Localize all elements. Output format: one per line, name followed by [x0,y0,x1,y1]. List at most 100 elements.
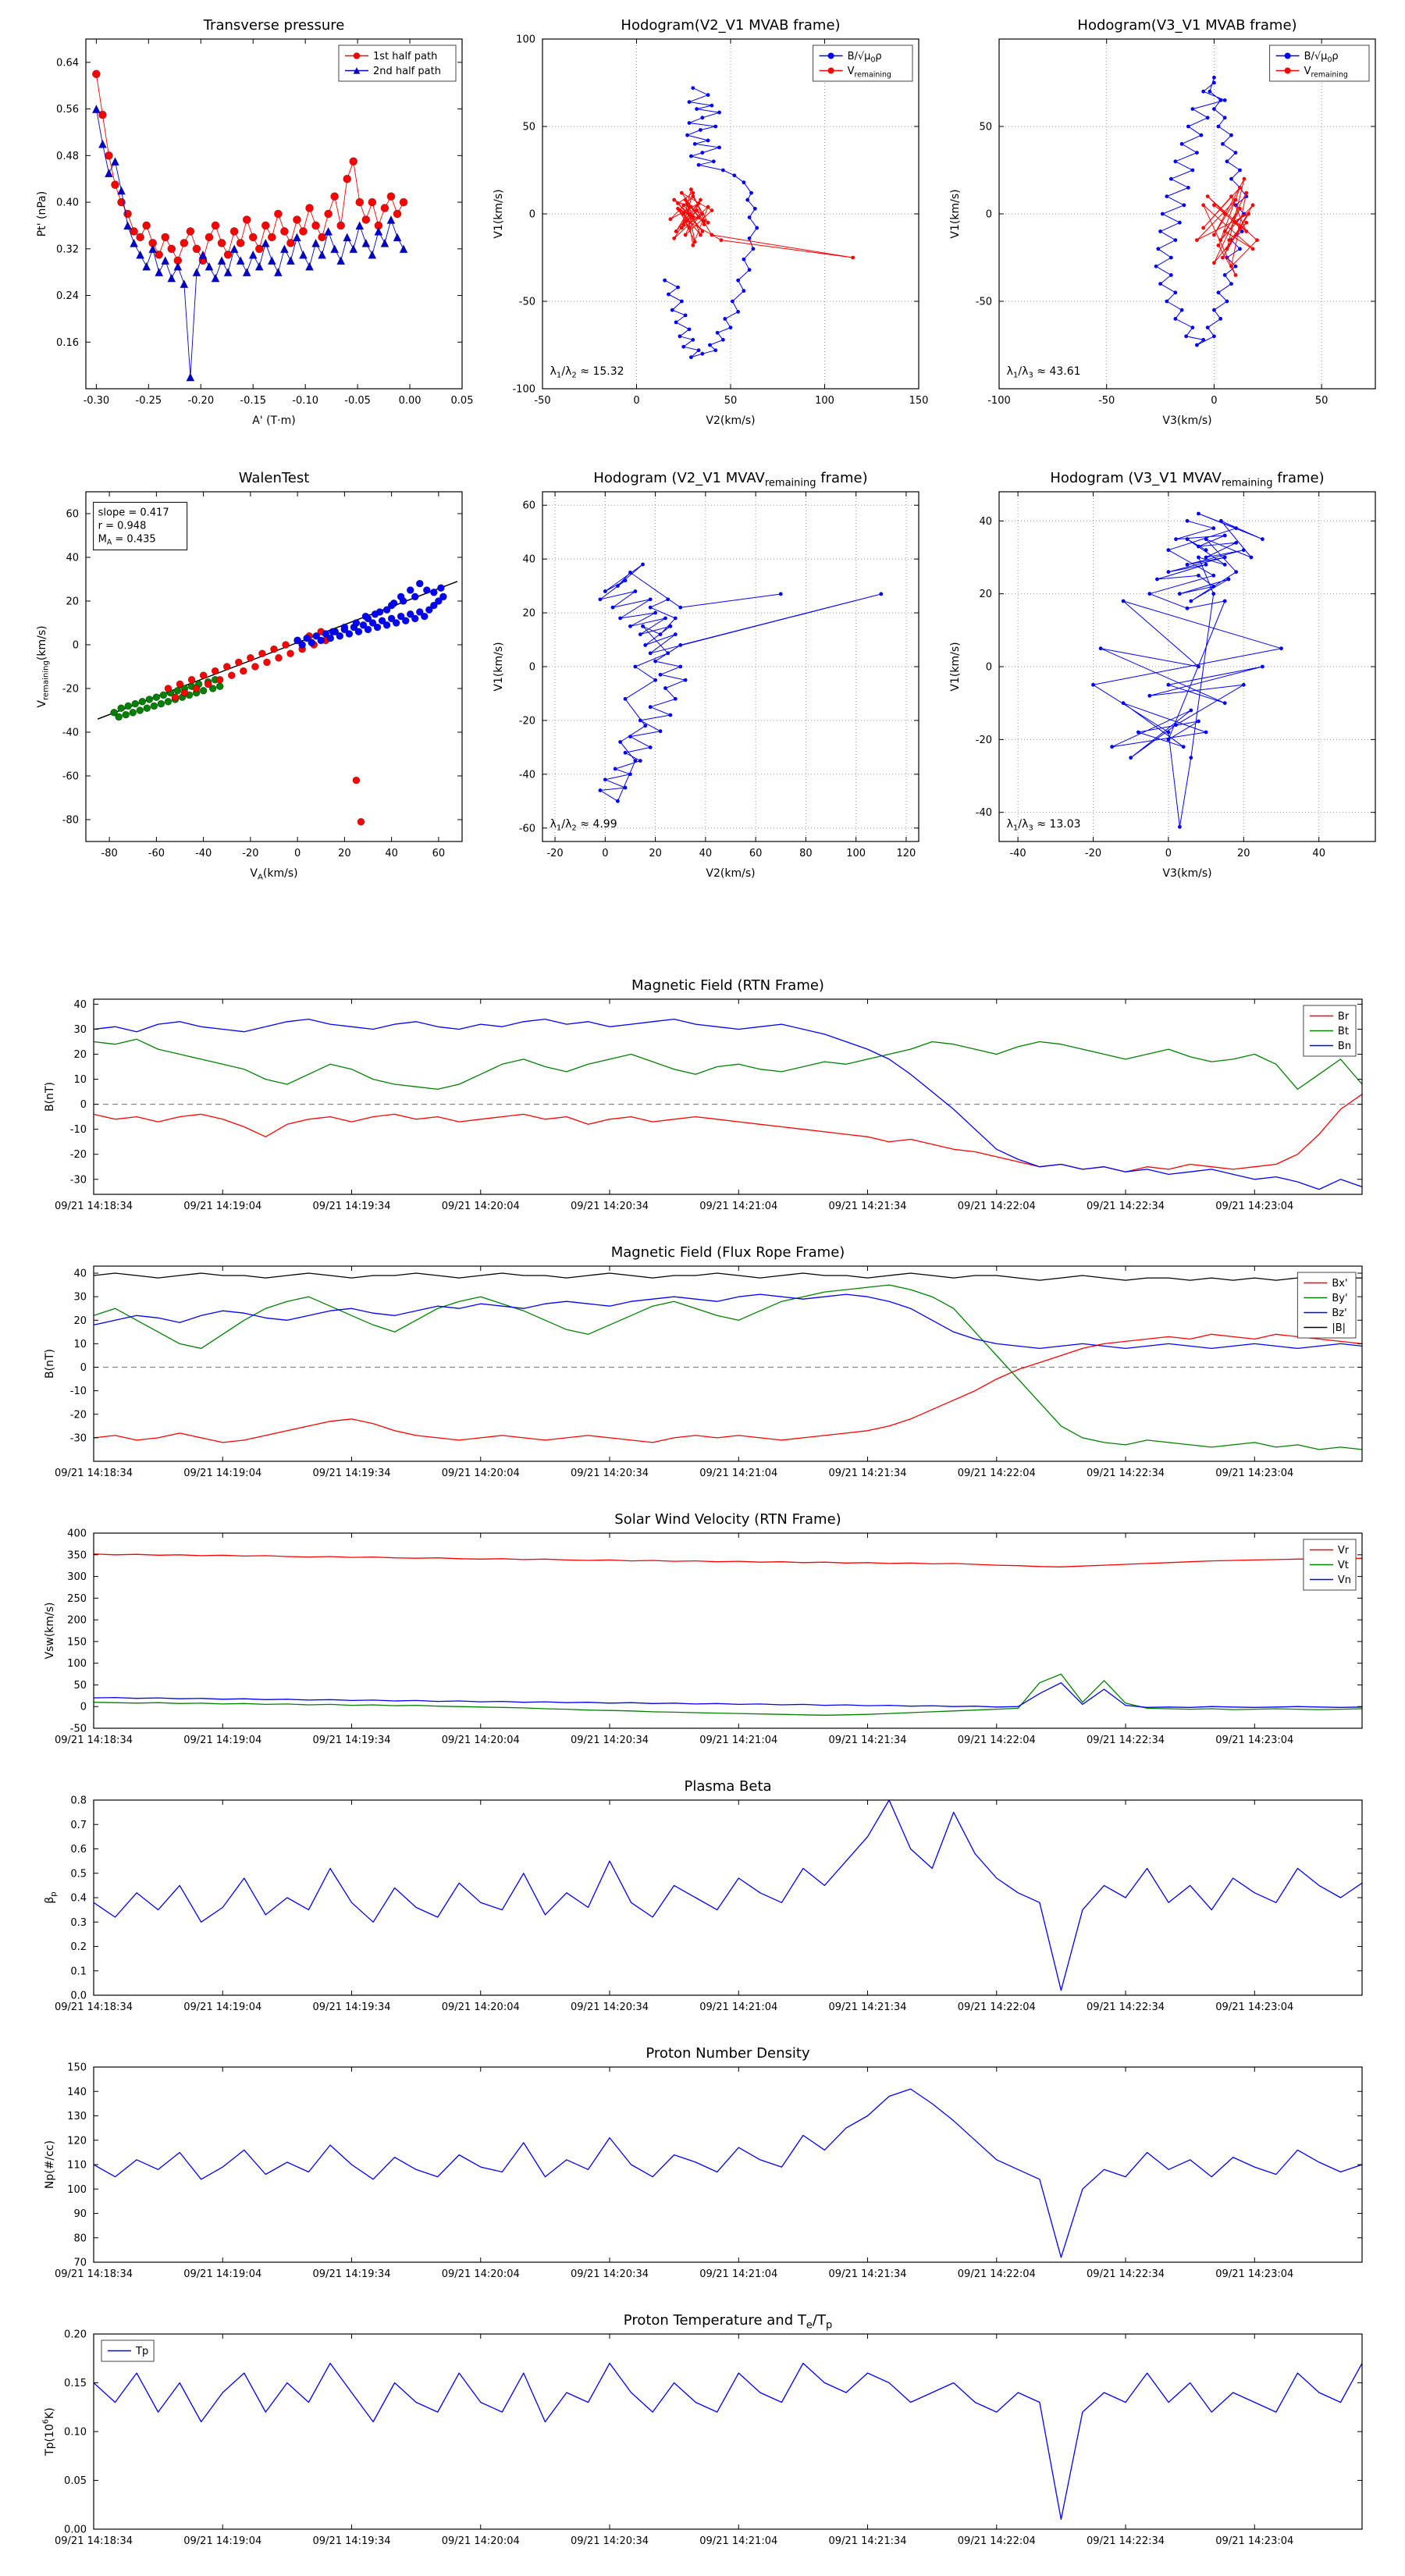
svg-text:40: 40 [979,516,992,528]
svg-text:-20: -20 [242,848,258,859]
svg-text:0.10: 0.10 [64,2427,87,2439]
svg-text:0.8: 0.8 [70,1795,87,1807]
svg-text:-0.30: -0.30 [84,395,110,407]
svg-text:-60: -60 [519,823,535,834]
svg-text:09/21 14:20:34: 09/21 14:20:34 [571,2535,649,2547]
svg-text:09/21 14:19:04: 09/21 14:19:04 [183,1201,261,1212]
svg-text:0: 0 [602,848,608,859]
svg-text:09/21 14:19:04: 09/21 14:19:04 [183,1735,261,1746]
svg-text:0.3: 0.3 [70,1917,87,1929]
svg-text:-100: -100 [512,384,535,396]
svg-text:0: 0 [73,640,79,652]
svg-text:-30: -30 [70,1432,87,1444]
chart-hodogram-v2v1-mvav: -20 0 20 40 60 80 100 120 -60 -40 -20 0 20 40 60 Hodogr… [480,464,933,890]
svg-text:09/21 14:22:34: 09/21 14:22:34 [1087,1468,1165,1479]
svg-text:Proton Number Density: Proton Number Density [646,2045,810,2062]
svg-text:09/21 14:20:04: 09/21 14:20:04 [442,1468,520,1479]
svg-text:A' (T·m): A' (T·m) [252,415,295,427]
svg-text:0: 0 [986,209,992,221]
svg-text:09/21 14:23:04: 09/21 14:23:04 [1215,2001,1293,2013]
svg-text:-80: -80 [62,815,79,827]
svg-text:10: 10 [73,1074,87,1086]
chart-magnetic-field-flux-rope: 09/21 14:18:34 09/21 14:19:04 09/21 14:19:… [23,1239,1382,1496]
svg-text:150: 150 [909,395,929,407]
svg-text:Pt' (nPa): Pt' (nPa) [36,191,48,237]
svg-text:0.4: 0.4 [70,1893,87,1905]
svg-text:-0.05: -0.05 [344,395,371,407]
svg-text:-40: -40 [62,728,79,739]
svg-text:0: 0 [1165,848,1172,859]
svg-text:09/21 14:20:34: 09/21 14:20:34 [571,1468,649,1479]
svg-text:0.0: 0.0 [70,1991,87,2002]
svg-text:09/21 14:18:34: 09/21 14:18:34 [55,2535,133,2547]
svg-text:0.2: 0.2 [70,1941,87,1953]
svg-text:Tp: Tp [135,2346,148,2357]
svg-text:0.05: 0.05 [451,395,474,407]
svg-text:200: 200 [67,1615,87,1627]
svg-text:r = 0.948: r = 0.948 [98,520,147,532]
svg-text:70: 70 [73,2258,87,2269]
svg-text:-40: -40 [519,769,535,781]
svg-text:09/21 14:19:34: 09/21 14:19:34 [313,2001,391,2013]
svg-text:110: 110 [67,2160,87,2172]
svg-text:100: 100 [67,2184,87,2196]
svg-text:βp: βp [44,1891,59,1903]
svg-text:150: 150 [67,2062,87,2074]
svg-text:Np(#/cc): Np(#/cc) [44,2140,56,2189]
svg-text:0.5: 0.5 [70,1868,87,1880]
svg-text:09/21 14:22:04: 09/21 14:22:04 [958,2268,1036,2280]
chart-hodogram-v3v1-mvab: -100 -50 0 50 -50 0 50 Hodogram(V3_V1 MVAB fram… [937,12,1389,437]
svg-text:0.20: 0.20 [64,2329,87,2341]
svg-text:MA = 0.435: MA = 0.435 [98,533,156,546]
svg-text:-10: -10 [70,1124,87,1136]
svg-text:Hodogram (V3_V1 MVAVremaining: Hodogram (V3_V1 MVAVremaining frame) [1050,470,1324,489]
svg-text:09/21 14:18:34: 09/21 14:18:34 [55,2268,133,2280]
svg-text:09/21 14:23:04: 09/21 14:23:04 [1215,2268,1293,2280]
svg-text:Magnetic Field (RTN Frame): Magnetic Field (RTN Frame) [631,977,824,994]
svg-text:130: 130 [67,2111,87,2122]
svg-text:B/√μ0ρ: B/√μ0ρ [1304,51,1339,64]
svg-text:30: 30 [73,1292,87,1304]
svg-text:09/21 14:20:34: 09/21 14:20:34 [571,1201,649,1212]
svg-text:By': By' [1332,1293,1347,1304]
svg-text:09/21 14:20:04: 09/21 14:20:04 [442,2268,520,2280]
svg-text:0.05: 0.05 [64,2475,87,2487]
svg-text:09/21 14:19:04: 09/21 14:19:04 [183,1468,261,1479]
svg-text:20: 20 [649,848,662,859]
svg-text:Hodogram(V3_V1 MVAB frame): Hodogram(V3_V1 MVAB frame) [1077,17,1297,34]
svg-text:09/21 14:19:04: 09/21 14:19:04 [183,2001,261,2013]
svg-text:09/21 14:23:04: 09/21 14:23:04 [1215,1735,1293,1746]
svg-text:09/21 14:21:34: 09/21 14:21:34 [829,2001,907,2013]
svg-text:-20: -20 [976,735,992,746]
svg-text:-40: -40 [195,848,212,859]
svg-text:09/21 14:20:04: 09/21 14:20:04 [442,2535,520,2547]
svg-text:0.16: 0.16 [56,337,79,349]
svg-text:Plasma Beta: Plasma Beta [684,1778,771,1795]
svg-text:0: 0 [294,848,301,859]
svg-text:60: 60 [66,509,79,521]
svg-text:0.15: 0.15 [64,2378,87,2389]
svg-text:V1(km/s): V1(km/s) [493,189,505,238]
svg-text:λ1/λ3 ≈ 13.03: λ1/λ3 ≈ 13.03 [1007,818,1081,833]
svg-text:V1(km/s): V1(km/s) [949,189,962,238]
svg-text:09/21 14:18:34: 09/21 14:18:34 [55,2001,133,2013]
svg-text:Solar Wind Velocity (RTN Frame: Solar Wind Velocity (RTN Frame) [614,1511,841,1528]
svg-text:09/21 14:18:34: 09/21 14:18:34 [55,1735,133,1746]
svg-text:B(nT): B(nT) [44,1082,56,1112]
svg-text:-20: -20 [519,715,535,727]
svg-text:09/21 14:18:34: 09/21 14:18:34 [55,1201,133,1212]
svg-text:-80: -80 [101,848,118,859]
svg-text:50: 50 [979,122,992,133]
svg-text:40: 40 [66,553,79,564]
svg-text:40: 40 [699,848,713,859]
svg-text:20: 20 [522,608,535,620]
svg-text:09/21 14:20:34: 09/21 14:20:34 [571,2001,649,2013]
svg-text:350: 350 [67,1550,87,1561]
svg-text:09/21 14:22:04: 09/21 14:22:04 [958,1468,1036,1479]
svg-text:Magnetic Field (Flux Rope Fram: Magnetic Field (Flux Rope Frame) [611,1244,845,1261]
svg-text:0.40: 0.40 [56,197,79,209]
svg-text:20: 20 [1237,848,1250,859]
svg-text:40: 40 [73,1268,87,1280]
svg-text:V3(km/s): V3(km/s) [1162,867,1211,880]
svg-text:Vremaining: Vremaining [848,66,891,79]
